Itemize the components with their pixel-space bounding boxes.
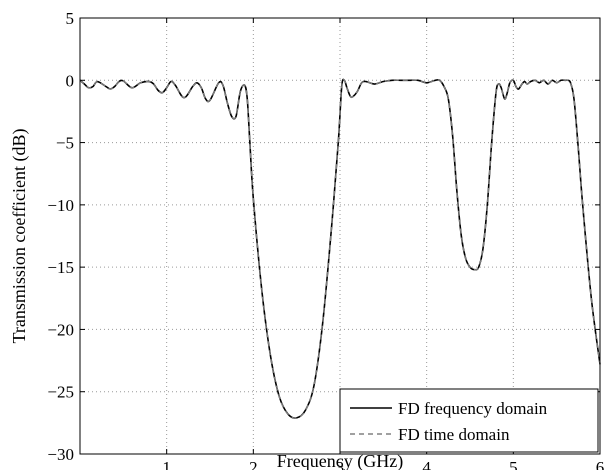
y-tick-label: −10 xyxy=(47,196,74,215)
x-tick-label: 3 xyxy=(336,458,345,470)
y-tick-label: −5 xyxy=(56,134,74,153)
x-tick-label: 2 xyxy=(249,458,258,470)
x-axis-label: Frequency (GHz) xyxy=(277,451,403,470)
y-tick-label: 0 xyxy=(66,71,75,90)
ticks: 1 2 3 4 5 6 5 0 −5 −10 −15 −20 −25 −30 xyxy=(47,9,604,470)
series-line-time-domain xyxy=(79,78,601,419)
legend-box xyxy=(339,388,599,453)
legend-label-frequency-domain: FD frequency domain xyxy=(398,399,548,418)
y-tick-label: −20 xyxy=(47,320,74,339)
y-tick-label: −15 xyxy=(47,258,74,277)
y-axis-label: Transmission coefficient (dB) xyxy=(9,129,30,344)
x-tick-label: 6 xyxy=(596,458,605,470)
legend: FD frequency domain FD time domain xyxy=(339,388,599,453)
y-tick-label: 5 xyxy=(66,9,75,28)
legend-label-time-domain: FD time domain xyxy=(398,425,510,444)
x-tick-label: 4 xyxy=(422,458,431,470)
y-tick-label: −25 xyxy=(47,383,74,402)
x-tick-label: 5 xyxy=(509,458,518,470)
x-tick-label: 1 xyxy=(162,458,171,470)
y-tick-label: −30 xyxy=(47,445,74,464)
series-layer xyxy=(79,78,601,419)
